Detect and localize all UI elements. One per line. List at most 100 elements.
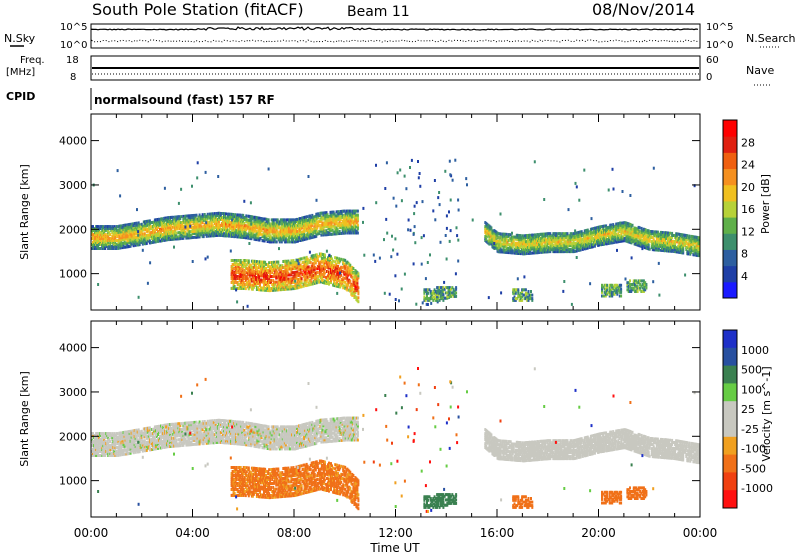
power-cell — [257, 272, 259, 276]
power-cell — [685, 248, 688, 251]
power-cell — [276, 264, 279, 268]
power-cell — [146, 223, 149, 227]
power-cell — [234, 227, 237, 231]
power-cell — [298, 273, 301, 277]
power-cell — [303, 264, 306, 268]
power-cell — [310, 264, 313, 268]
power-cell — [120, 226, 123, 230]
power-cell — [592, 237, 595, 240]
power-cell — [277, 288, 280, 292]
power-cell — [331, 271, 333, 275]
power-cell — [317, 216, 320, 220]
power-cell — [273, 284, 276, 288]
power-cell — [355, 229, 358, 233]
power-cell — [100, 243, 103, 246]
power-cell — [655, 248, 658, 252]
power-cell — [307, 281, 310, 285]
power-cell — [337, 265, 340, 268]
power-cell — [286, 224, 289, 228]
power-cell — [696, 238, 699, 241]
power-cell — [609, 227, 612, 231]
power-cell — [689, 244, 692, 248]
power-cell — [601, 225, 603, 229]
power-cell — [329, 276, 331, 280]
power-cell — [306, 233, 309, 237]
power-cell — [627, 226, 630, 230]
power-cell — [551, 234, 554, 238]
power-cell — [270, 287, 273, 290]
power-cell — [310, 276, 313, 280]
power-cell — [300, 271, 303, 275]
power-cell — [298, 219, 301, 223]
power-cell — [346, 231, 349, 235]
power-cell — [297, 223, 299, 227]
power-cell — [264, 272, 267, 276]
power-cell — [294, 222, 296, 226]
power-cell — [617, 232, 620, 236]
power-cell — [290, 269, 293, 273]
power-cell — [263, 278, 265, 282]
power-cell — [309, 278, 312, 282]
power-cell — [208, 220, 211, 224]
power-cell — [560, 242, 563, 246]
power-cell — [685, 236, 688, 239]
power-cell — [259, 230, 262, 234]
power-cell — [336, 278, 339, 282]
power-cell — [295, 258, 298, 262]
power-cell — [335, 270, 338, 274]
power-cell — [299, 225, 302, 229]
power-cell — [639, 236, 642, 240]
power-cell — [694, 249, 697, 253]
power-cell — [283, 228, 286, 232]
power-cell — [163, 220, 166, 224]
power-cell — [117, 230, 120, 234]
power-cell — [258, 278, 260, 282]
power-cell — [499, 236, 502, 240]
power-cell — [258, 238, 261, 242]
power-cell — [350, 225, 353, 229]
power-cell — [695, 239, 698, 243]
power-cell — [569, 250, 572, 254]
power-cell — [659, 242, 662, 246]
power-cell — [261, 268, 263, 272]
power-cell — [283, 269, 286, 273]
power-cell — [336, 280, 339, 284]
power-cell — [257, 282, 259, 286]
power-cell — [356, 231, 359, 235]
power-cell — [203, 213, 206, 216]
power-cell — [271, 271, 274, 274]
power-cell — [102, 239, 105, 242]
power-cell — [242, 283, 245, 286]
power-cell — [200, 219, 203, 223]
power-cell — [175, 227, 178, 231]
power-cell — [215, 225, 218, 229]
power-cell — [554, 240, 557, 244]
power-cell — [232, 267, 235, 270]
power-cell — [310, 226, 313, 230]
power-cell — [331, 228, 334, 232]
power-cell — [248, 269, 251, 273]
power-cell — [175, 233, 178, 237]
power-cell — [326, 215, 329, 219]
power-cell — [156, 224, 158, 228]
power-cell — [240, 231, 243, 235]
power-cell — [668, 233, 670, 237]
power-cell — [290, 281, 293, 285]
power-cell — [622, 223, 625, 227]
power-cell — [519, 242, 522, 246]
power-cell — [280, 234, 283, 238]
power-cell — [242, 215, 245, 219]
power-cell — [244, 287, 247, 291]
power-cell — [134, 225, 137, 229]
power-cell — [356, 215, 359, 219]
power-cell — [327, 258, 329, 262]
power-cell — [677, 238, 680, 242]
power-cell — [262, 231, 265, 235]
power-cell — [134, 241, 137, 245]
power-cell — [652, 238, 655, 242]
power-cell — [92, 235, 94, 239]
power-cell — [250, 237, 253, 241]
power-cell — [356, 209, 359, 213]
power-cell — [512, 241, 515, 245]
power-cell — [580, 242, 583, 246]
